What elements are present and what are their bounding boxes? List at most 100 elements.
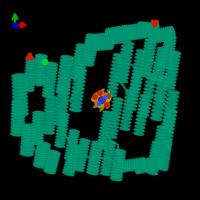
Ellipse shape	[151, 157, 164, 162]
Ellipse shape	[69, 144, 82, 149]
Ellipse shape	[75, 162, 86, 167]
Ellipse shape	[63, 166, 76, 171]
Ellipse shape	[155, 156, 160, 170]
Ellipse shape	[36, 147, 50, 153]
Ellipse shape	[110, 174, 123, 179]
Ellipse shape	[35, 151, 49, 157]
Ellipse shape	[66, 144, 77, 148]
Ellipse shape	[163, 43, 175, 48]
Ellipse shape	[34, 155, 49, 161]
Ellipse shape	[107, 85, 118, 90]
Ellipse shape	[153, 101, 165, 106]
Ellipse shape	[93, 104, 99, 108]
Ellipse shape	[120, 54, 132, 59]
Ellipse shape	[148, 157, 161, 162]
Ellipse shape	[128, 93, 139, 97]
Ellipse shape	[101, 166, 112, 170]
Ellipse shape	[102, 157, 113, 162]
Ellipse shape	[12, 80, 28, 86]
Ellipse shape	[65, 161, 77, 166]
Ellipse shape	[90, 34, 96, 51]
Ellipse shape	[159, 159, 170, 163]
Ellipse shape	[74, 55, 88, 60]
Ellipse shape	[139, 73, 151, 78]
Ellipse shape	[116, 26, 122, 44]
Ellipse shape	[55, 111, 67, 116]
Ellipse shape	[126, 103, 137, 107]
Ellipse shape	[43, 124, 55, 128]
Ellipse shape	[107, 128, 118, 132]
Ellipse shape	[73, 61, 87, 66]
Ellipse shape	[139, 22, 145, 37]
Circle shape	[155, 20, 158, 24]
Ellipse shape	[157, 155, 163, 170]
Ellipse shape	[152, 105, 165, 110]
Ellipse shape	[138, 158, 142, 170]
Ellipse shape	[133, 132, 144, 136]
Ellipse shape	[70, 75, 84, 80]
Ellipse shape	[58, 115, 69, 119]
Ellipse shape	[132, 76, 143, 80]
Ellipse shape	[104, 146, 115, 150]
Ellipse shape	[157, 79, 169, 84]
Ellipse shape	[161, 51, 174, 56]
Ellipse shape	[48, 151, 60, 157]
Ellipse shape	[32, 116, 45, 121]
Ellipse shape	[110, 67, 121, 72]
Ellipse shape	[140, 63, 153, 68]
Ellipse shape	[69, 129, 80, 133]
Ellipse shape	[160, 147, 171, 151]
Ellipse shape	[151, 112, 163, 117]
Ellipse shape	[161, 129, 174, 134]
Ellipse shape	[113, 151, 126, 156]
Ellipse shape	[65, 159, 78, 164]
Ellipse shape	[57, 91, 70, 95]
Ellipse shape	[32, 111, 45, 115]
Ellipse shape	[110, 71, 121, 75]
Ellipse shape	[47, 153, 60, 159]
Ellipse shape	[46, 158, 58, 164]
Ellipse shape	[94, 33, 100, 51]
Ellipse shape	[102, 114, 113, 118]
Ellipse shape	[45, 162, 58, 167]
Ellipse shape	[56, 98, 69, 102]
Ellipse shape	[36, 145, 50, 151]
Ellipse shape	[106, 32, 112, 50]
Ellipse shape	[58, 71, 72, 76]
Ellipse shape	[11, 123, 25, 128]
Ellipse shape	[155, 86, 168, 91]
Ellipse shape	[25, 58, 37, 62]
Ellipse shape	[165, 104, 177, 109]
Ellipse shape	[57, 94, 69, 99]
Ellipse shape	[54, 144, 65, 148]
Ellipse shape	[133, 158, 138, 171]
Ellipse shape	[103, 152, 114, 156]
Ellipse shape	[168, 57, 180, 61]
Ellipse shape	[24, 83, 35, 86]
Ellipse shape	[148, 30, 154, 44]
Circle shape	[103, 93, 107, 97]
Ellipse shape	[68, 137, 79, 141]
Ellipse shape	[125, 96, 136, 100]
Ellipse shape	[147, 73, 158, 78]
Ellipse shape	[108, 95, 112, 101]
Ellipse shape	[24, 77, 35, 81]
Circle shape	[30, 56, 33, 60]
Ellipse shape	[13, 111, 29, 117]
Ellipse shape	[45, 95, 58, 100]
Ellipse shape	[87, 165, 100, 170]
Ellipse shape	[137, 23, 143, 39]
Ellipse shape	[100, 169, 111, 173]
Ellipse shape	[159, 64, 172, 69]
Ellipse shape	[152, 154, 164, 158]
Ellipse shape	[58, 84, 71, 88]
Ellipse shape	[67, 139, 78, 143]
Ellipse shape	[12, 104, 28, 110]
Ellipse shape	[43, 117, 56, 122]
Ellipse shape	[124, 99, 135, 104]
Ellipse shape	[81, 56, 95, 62]
Ellipse shape	[102, 160, 113, 164]
Circle shape	[104, 95, 108, 99]
Ellipse shape	[117, 71, 129, 76]
Ellipse shape	[90, 149, 102, 154]
